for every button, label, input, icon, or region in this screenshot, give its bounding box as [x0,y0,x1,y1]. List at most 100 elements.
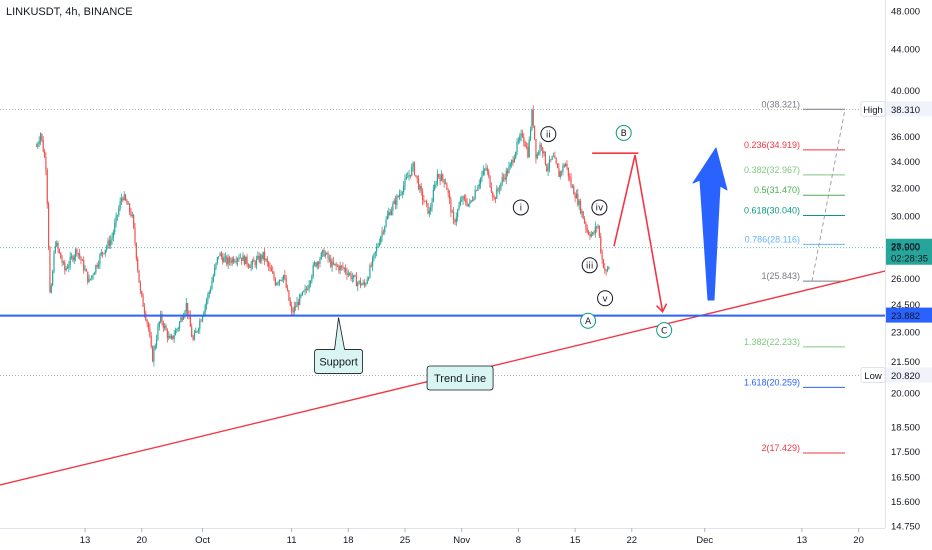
fib-level-label: 1(25.843) [761,271,800,281]
candle-body [274,279,276,285]
candle-body [497,188,499,190]
candle-body [205,300,208,306]
candle-body [535,139,537,159]
candle-body [413,162,416,175]
candle-body [604,267,606,271]
candle-body [234,261,236,263]
candle-body [489,175,491,187]
time-tick-label: 11 [287,535,297,546]
wave-marker [656,322,673,339]
candle-body [324,253,326,257]
candle-body [70,256,73,258]
candle-body [575,193,578,199]
candle-body [345,267,347,272]
candle-body [593,232,595,234]
candle-body [192,336,194,340]
candle-body [315,262,317,267]
candle-body [536,154,538,159]
candle-body [438,174,440,177]
candle-body [143,306,146,314]
wave-marker [615,124,632,141]
candle-body [62,262,65,263]
candle-body [115,215,117,224]
candle-body [442,174,444,180]
candle-body [243,255,245,265]
candle-body [496,188,498,199]
price-tick-label: 20.000 [891,389,920,400]
candle-body [316,262,318,267]
fib-level-label: 0.236(34.919) [744,140,800,150]
wave-label: iv [595,204,604,214]
candle-body [374,251,376,254]
candle-body [37,144,39,147]
callout-label: Trend Line [434,373,486,385]
price-tick-label: 23.000 [891,328,920,339]
candle-body [157,326,159,340]
candle-body [357,282,359,287]
candle-body [107,240,109,247]
candle-body [512,160,514,163]
candle-body [504,177,506,180]
candle-body [297,302,299,306]
candle-body [149,328,151,336]
candle-body [349,273,351,275]
candle-body [68,265,70,268]
candle-body [465,198,467,203]
candle-body [108,240,110,246]
candle-body [527,147,529,158]
candle-body [451,211,453,213]
support-price-tag: 23.882 [891,311,920,322]
callout-box [426,365,494,391]
candle-body [554,156,556,159]
candle-body [177,328,179,330]
candle-body [253,260,255,262]
candle-body [142,295,144,307]
candle-body [332,261,335,265]
candle-body [430,207,432,211]
candle-body [389,212,391,215]
time-tick-label: Oct [195,535,210,546]
candle-body [223,257,225,263]
fib-level-label: 0.382(32.967) [744,165,800,175]
candle-body [404,178,406,186]
candle-body [370,265,372,267]
candle-body [436,174,438,184]
candle-body [145,313,147,320]
candle-body [490,186,492,193]
candle-body [427,203,429,214]
candle-body [193,332,195,340]
candle-body [388,212,390,216]
candle-body [123,194,125,200]
candle-body [299,294,301,306]
candle-body [95,265,97,273]
candle-body [494,197,497,199]
candle-body [423,199,425,202]
candle-body [38,141,40,145]
fib-level-label: 0(38.321) [761,99,800,109]
candle-body [129,203,131,212]
callout-label: Support [319,356,358,368]
candle-body [89,278,92,280]
price-axis[interactable]: 48.000 44.000 40.000 36.000 34.000 32.000 30.0… [891,7,920,533]
time-tick-label: Nov [453,535,470,546]
candle-body [466,202,468,206]
candle-body [133,214,135,228]
candle-body [293,306,295,313]
candle-body [443,179,445,184]
candle-body [141,291,143,296]
candle-body [359,280,362,286]
candle-body [362,282,364,285]
candle-body [397,196,399,197]
candle-body [232,258,235,263]
wave-marker [580,312,597,329]
candle-body [376,246,378,252]
candle-body [581,211,583,213]
candle-body [241,257,243,261]
candle-body [285,278,287,288]
candle-body [327,253,329,259]
candle-body [137,258,139,271]
candle-body [280,279,282,281]
time-axis[interactable]: 13 20 Oct 11 18 25 Nov 8 15 22 Dec 13 20 [80,528,864,546]
